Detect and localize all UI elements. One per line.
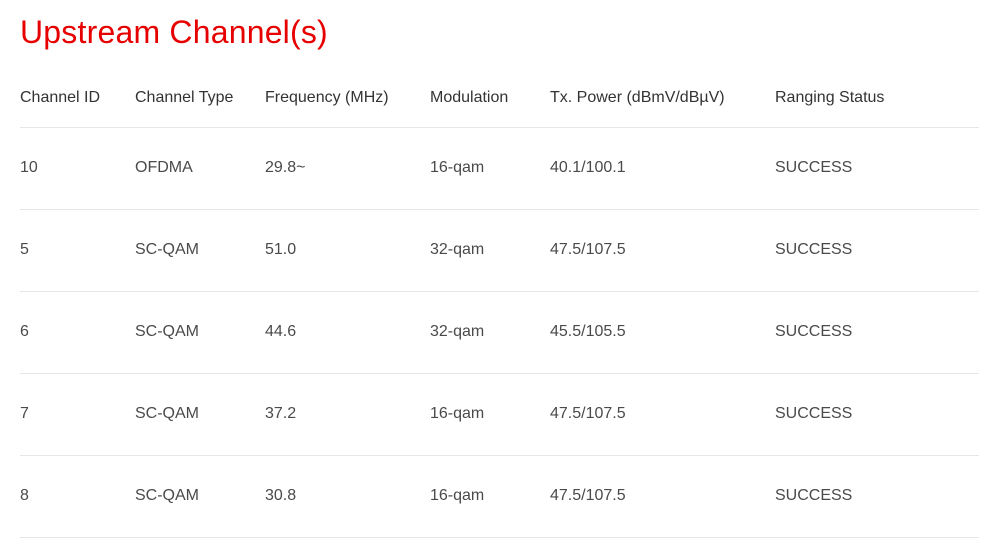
cell-tx-power: 45.5/105.5 xyxy=(550,291,775,373)
cell-channel-type: SC-QAM xyxy=(135,291,265,373)
table-row: 10 OFDMA 29.8~ 16-qam 40.1/100.1 SUCCESS xyxy=(20,127,979,209)
cell-frequency: 51.0 xyxy=(265,209,430,291)
cell-channel-id: 6 xyxy=(20,291,135,373)
cell-channel-id: 5 xyxy=(20,209,135,291)
cell-ranging-status: SUCCESS xyxy=(775,127,979,209)
cell-modulation: 32-qam xyxy=(430,291,550,373)
cell-frequency: 29.8~ xyxy=(265,127,430,209)
col-frequency: Frequency (MHz) xyxy=(265,69,430,127)
page-title: Upstream Channel(s) xyxy=(20,14,979,51)
cell-ranging-status: SUCCESS xyxy=(775,373,979,455)
cell-channel-type: SC-QAM xyxy=(135,209,265,291)
cell-modulation: 16-qam xyxy=(430,373,550,455)
col-channel-type: Channel Type xyxy=(135,69,265,127)
cell-tx-power: 40.1/100.1 xyxy=(550,127,775,209)
table-row: 7 SC-QAM 37.2 16-qam 47.5/107.5 SUCCESS xyxy=(20,373,979,455)
cell-channel-id: 7 xyxy=(20,373,135,455)
table-header-row: Channel ID Channel Type Frequency (MHz) … xyxy=(20,69,979,127)
cell-channel-type: SC-QAM xyxy=(135,455,265,537)
col-ranging-status: Ranging Status xyxy=(775,69,979,127)
upstream-channels-table: Channel ID Channel Type Frequency (MHz) … xyxy=(20,69,979,538)
cell-channel-type: OFDMA xyxy=(135,127,265,209)
table-row: 8 SC-QAM 30.8 16-qam 47.5/107.5 SUCCESS xyxy=(20,455,979,537)
col-channel-id: Channel ID xyxy=(20,69,135,127)
col-tx-power: Tx. Power (dBmV/dBµV) xyxy=(550,69,775,127)
cell-ranging-status: SUCCESS xyxy=(775,209,979,291)
cell-channel-id: 10 xyxy=(20,127,135,209)
cell-frequency: 30.8 xyxy=(265,455,430,537)
cell-tx-power: 47.5/107.5 xyxy=(550,373,775,455)
upstream-channels-panel: Upstream Channel(s) Channel ID Channel T… xyxy=(0,0,999,558)
cell-ranging-status: SUCCESS xyxy=(775,291,979,373)
cell-ranging-status: SUCCESS xyxy=(775,455,979,537)
cell-modulation: 16-qam xyxy=(430,127,550,209)
cell-tx-power: 47.5/107.5 xyxy=(550,455,775,537)
table-row: 6 SC-QAM 44.6 32-qam 45.5/105.5 SUCCESS xyxy=(20,291,979,373)
col-modulation: Modulation xyxy=(430,69,550,127)
cell-modulation: 32-qam xyxy=(430,209,550,291)
cell-channel-id: 8 xyxy=(20,455,135,537)
cell-frequency: 37.2 xyxy=(265,373,430,455)
cell-tx-power: 47.5/107.5 xyxy=(550,209,775,291)
cell-modulation: 16-qam xyxy=(430,455,550,537)
table-row: 5 SC-QAM 51.0 32-qam 47.5/107.5 SUCCESS xyxy=(20,209,979,291)
cell-channel-type: SC-QAM xyxy=(135,373,265,455)
cell-frequency: 44.6 xyxy=(265,291,430,373)
